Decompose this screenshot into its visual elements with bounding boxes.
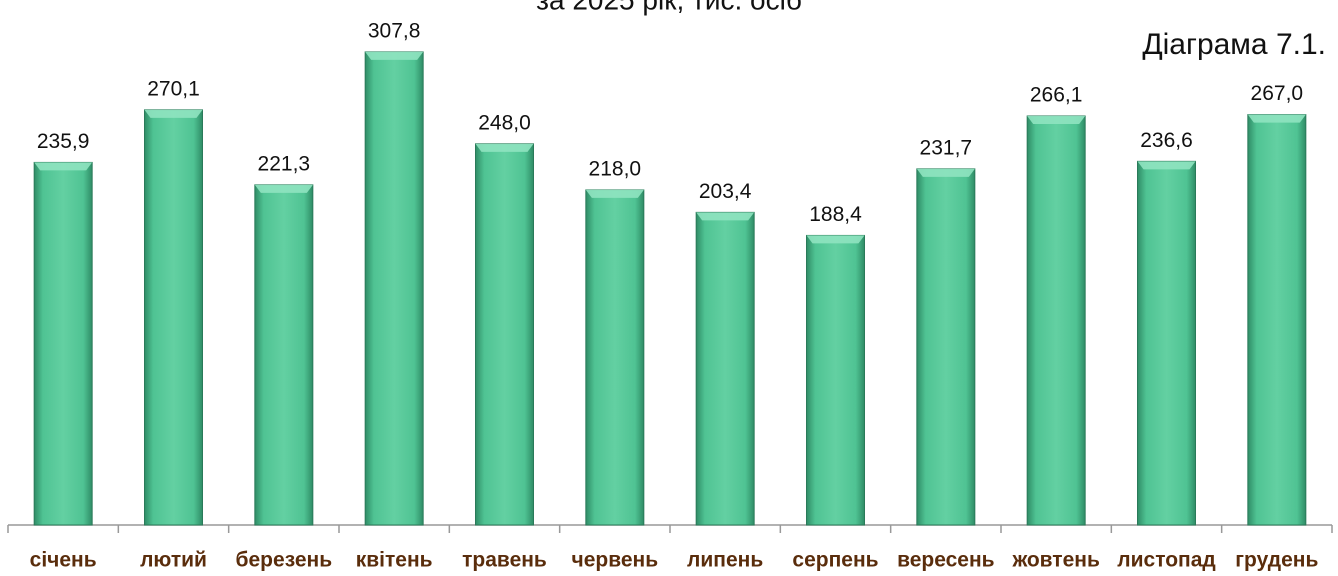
x-tick-label: серпень [792,549,878,572]
bar [1026,115,1086,526]
value-label: 231,7 [920,136,973,159]
bar-cap [1247,114,1306,123]
value-label: 203,4 [699,180,752,203]
bar-cap [1027,116,1086,125]
bar [1247,114,1307,526]
x-tick-label: квітень [356,549,433,572]
value-label: 266,1 [1030,84,1083,107]
bar [475,143,534,526]
value-label: 267,0 [1251,82,1304,105]
x-tick-label: лютий [140,549,207,572]
bar-cap [254,184,313,193]
value-label: 307,8 [368,19,421,42]
bar [364,51,424,526]
bar-cap [585,189,644,198]
bar-cap [34,162,93,171]
bar [916,168,976,526]
bar-cap [365,51,424,60]
bar [695,211,755,526]
x-tick-label: жовтень [1011,549,1099,572]
bar-cap [806,235,865,244]
bar [33,161,93,526]
bar-cap [916,168,975,177]
bar [1137,160,1196,526]
x-tick-label: грудень [1235,549,1318,572]
annotation: Діаграма 7.1. [1142,28,1326,61]
bar [144,109,203,526]
x-tick-label: липень [687,549,763,572]
value-label: 235,9 [37,130,90,153]
chart-title: за 2025 рік, тис. осіб [536,0,802,15]
x-tick-label: січень [30,549,97,572]
x-tick-label: травень [462,549,547,572]
bar [806,234,865,526]
bar-cap [1137,161,1196,170]
x-tick-label: вересень [897,549,995,572]
x-tick-label: листопад [1117,549,1215,572]
x-tick-label: березень [236,549,333,572]
x-tick-label: червень [572,549,659,572]
value-label: 236,6 [1140,129,1193,152]
value-label: 248,0 [478,111,531,134]
value-label: 270,1 [147,77,200,100]
value-label: 188,4 [809,203,862,226]
value-label: 221,3 [258,152,311,175]
bar-cap [696,212,755,221]
bar [585,189,645,526]
value-label: 218,0 [589,157,642,180]
bar-cap [475,143,534,152]
bar [254,184,314,526]
bar-cap [144,109,203,118]
